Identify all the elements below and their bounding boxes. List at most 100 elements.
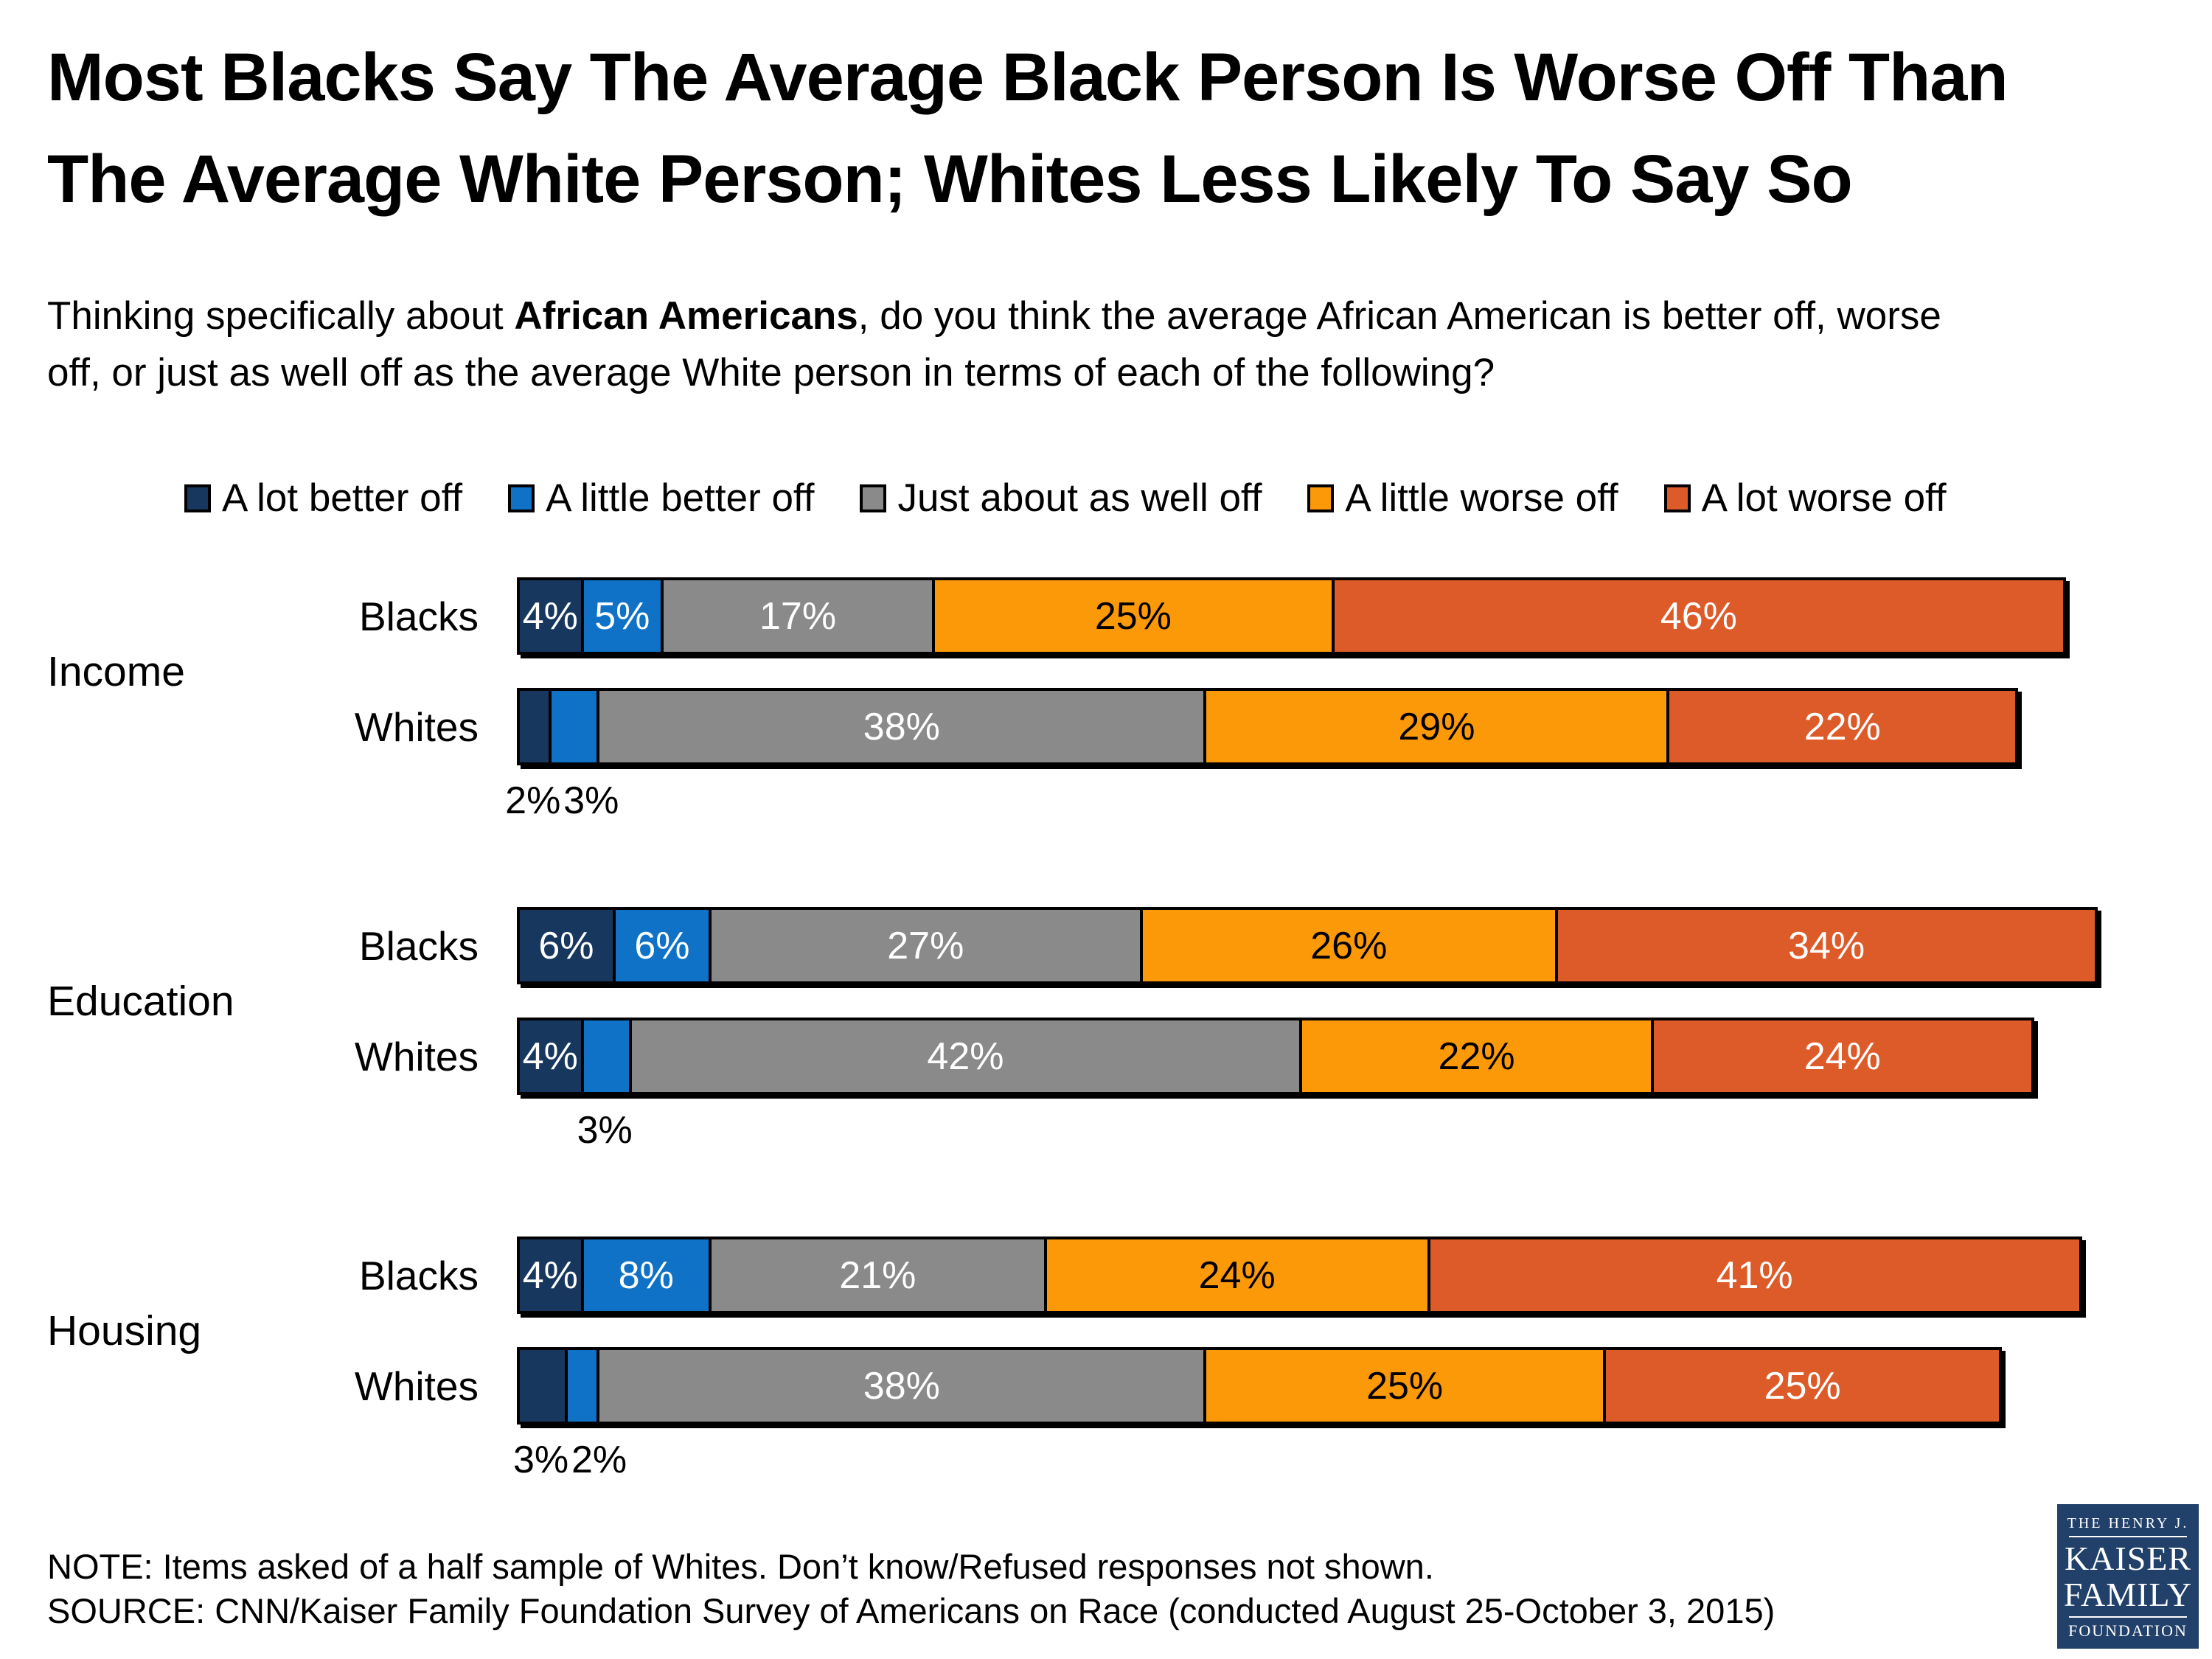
bar-segment: 22% <box>1666 688 2018 765</box>
bar-value-label: 38% <box>863 1364 940 1408</box>
chart-group: Education Blacks 6% 6% 27% 26% 34% Whites 4% 42% 2… <box>47 907 2185 1152</box>
bar-segment: 34% <box>1554 907 2098 984</box>
bar-segment: 41% <box>1427 1237 2082 1314</box>
bar-segment <box>564 1347 597 1425</box>
bar-segment: 25% <box>1203 1347 1603 1425</box>
bar-value-label-below: 3% <box>577 1109 633 1152</box>
source-text: SOURCE: CNN/Kaiser Family Foundation Sur… <box>47 1591 1775 1630</box>
stacked-bar: 4% 8% 21% 24% 41% <box>517 1237 2082 1314</box>
bar-segment: 26% <box>1139 907 1555 984</box>
page-title-line1: Most Blacks Say The Average Black Person… <box>47 40 2008 115</box>
bar-value-label: 4% <box>522 1253 578 1297</box>
bar-value-label: 26% <box>1310 924 1388 967</box>
bar-segment: 38% <box>597 1347 1204 1425</box>
bar-segment: 29% <box>1203 688 1667 765</box>
page-title-line2: The Average White Person; Whites Less Li… <box>47 142 1853 217</box>
bar-segment: 38% <box>597 688 1204 765</box>
bar-row: Blacks 4% 8% 21% 24% 41% <box>47 1237 2185 1314</box>
bar-row: Whites 38% 29% 22% <box>47 688 2185 765</box>
bar-value-label: 5% <box>594 594 650 638</box>
legend-label: A little better off <box>546 476 815 520</box>
legend-item-just-about-as-well-off: Just about as well off <box>860 476 1262 521</box>
bar-segment: 25% <box>1602 1347 2003 1425</box>
row-label: Blacks <box>359 1252 479 1298</box>
bar-value-label: 34% <box>1788 924 1865 967</box>
bar-value-label: 46% <box>1660 594 1737 638</box>
bar-value-label-below: 3% <box>513 1439 569 1481</box>
bar-value-label: 22% <box>1804 705 1881 748</box>
legend-swatch-icon <box>1663 484 1691 512</box>
legend-item-a-little-better-off: A little better off <box>508 476 814 521</box>
bar-segment: 46% <box>1331 577 2066 655</box>
category-label: Income <box>47 647 185 695</box>
kff-logo-foundation: FOUNDATION <box>2068 1621 2188 1640</box>
chart: Income Blacks 4% 5% 17% 25% 46% Whites 38% 29% 22%… <box>47 577 2185 1566</box>
kff-logo: THE HENRY J. KAISER FAMILY FOUNDATION <box>2057 1504 2199 1649</box>
bar-segment: 4% <box>517 1237 581 1314</box>
bar-segment <box>580 1018 629 1095</box>
stacked-bar: 6% 6% 27% 26% 34% <box>517 907 2098 984</box>
bar-value-label: 21% <box>839 1253 917 1297</box>
stacked-bar: 38% 25% 25% <box>517 1347 2003 1425</box>
bar-value-label: 42% <box>927 1034 1004 1078</box>
bar-segment <box>517 688 549 765</box>
legend: A lot better off A little better off Jus… <box>184 476 1947 521</box>
bar-segment: 6% <box>612 907 709 984</box>
bar-value-label: 4% <box>522 594 578 638</box>
page-title: Most Blacks Say The Average Black Person… <box>47 27 2008 230</box>
bar-value-label-below: 2% <box>505 779 561 822</box>
category-label: Education <box>47 977 234 1025</box>
legend-label: Just about as well off <box>897 476 1262 520</box>
bar-segment: 24% <box>1043 1237 1427 1314</box>
kff-logo-kaiser: KAISER <box>2064 1540 2192 1577</box>
bar-value-label: 38% <box>863 705 940 748</box>
bar-value-label: 25% <box>1764 1364 1841 1408</box>
legend-label: A little worse off <box>1345 476 1618 520</box>
category-label: Housing <box>47 1307 202 1354</box>
bar-segment: 4% <box>517 1018 581 1095</box>
legend-item-a-lot-better-off: A lot better off <box>184 476 462 521</box>
bar-value-label: 29% <box>1398 705 1475 748</box>
bar-row: Whites 38% 25% 25% <box>47 1347 2185 1425</box>
legend-label: A lot better off <box>222 476 463 520</box>
bar-value-label-below: 2% <box>571 1439 627 1481</box>
bar-segment: 27% <box>708 907 1140 984</box>
bar-segment: 5% <box>580 577 661 655</box>
bar-segment: 4% <box>517 577 581 655</box>
bar-value-label: 4% <box>522 1034 578 1078</box>
bar-segment: 6% <box>517 907 613 984</box>
stacked-bar: 38% 29% 22% <box>517 688 2018 765</box>
bar-value-label: 41% <box>1716 1253 1793 1297</box>
bar-segment: 8% <box>580 1237 709 1314</box>
below-labels: 3% 2% <box>513 1425 2114 1481</box>
bar-value-label: 8% <box>618 1253 674 1297</box>
row-label: Whites <box>354 1033 479 1079</box>
bar-segment: 17% <box>660 577 933 655</box>
bar-segment: 25% <box>932 577 1332 655</box>
legend-item-a-little-worse-off: A little worse off <box>1307 476 1618 521</box>
kff-logo-rule <box>2069 1536 2187 1537</box>
legend-swatch-icon <box>860 484 887 512</box>
row-label: Whites <box>354 703 479 750</box>
row-label: Whites <box>354 1363 479 1409</box>
bar-row: Whites 4% 42% 22% 24% <box>47 1018 2185 1095</box>
legend-swatch-icon <box>1307 484 1335 512</box>
survey-question-text: Thinking specifically about <box>47 294 515 338</box>
bar-segment: 22% <box>1299 1018 1651 1095</box>
footnotes: NOTE: Items asked of a half sample of Wh… <box>47 1545 1775 1633</box>
bar-segment: 42% <box>628 1018 1300 1095</box>
chart-group: Housing Blacks 4% 8% 21% 24% 41% Whites 38% 25% 25… <box>47 1237 2185 1481</box>
note-text: NOTE: Items asked of a half sample of Wh… <box>47 1547 1434 1586</box>
bar-value-label: 24% <box>1198 1253 1276 1297</box>
below-labels: 2% 3% <box>505 765 2114 822</box>
bar-value-label: 25% <box>1366 1364 1444 1408</box>
bar-value-label: 6% <box>634 924 690 967</box>
below-labels: 3% <box>517 1095 2114 1152</box>
bar-segment <box>517 1347 565 1425</box>
bar-value-label: 6% <box>538 924 594 967</box>
bar-value-label: 27% <box>887 924 964 967</box>
legend-swatch-icon <box>508 484 535 512</box>
bar-row: Blacks 4% 5% 17% 25% 46% <box>47 577 2185 655</box>
survey-question-line2: off, or just as well off as the average … <box>47 351 1495 394</box>
bar-segment: 24% <box>1650 1018 2034 1095</box>
